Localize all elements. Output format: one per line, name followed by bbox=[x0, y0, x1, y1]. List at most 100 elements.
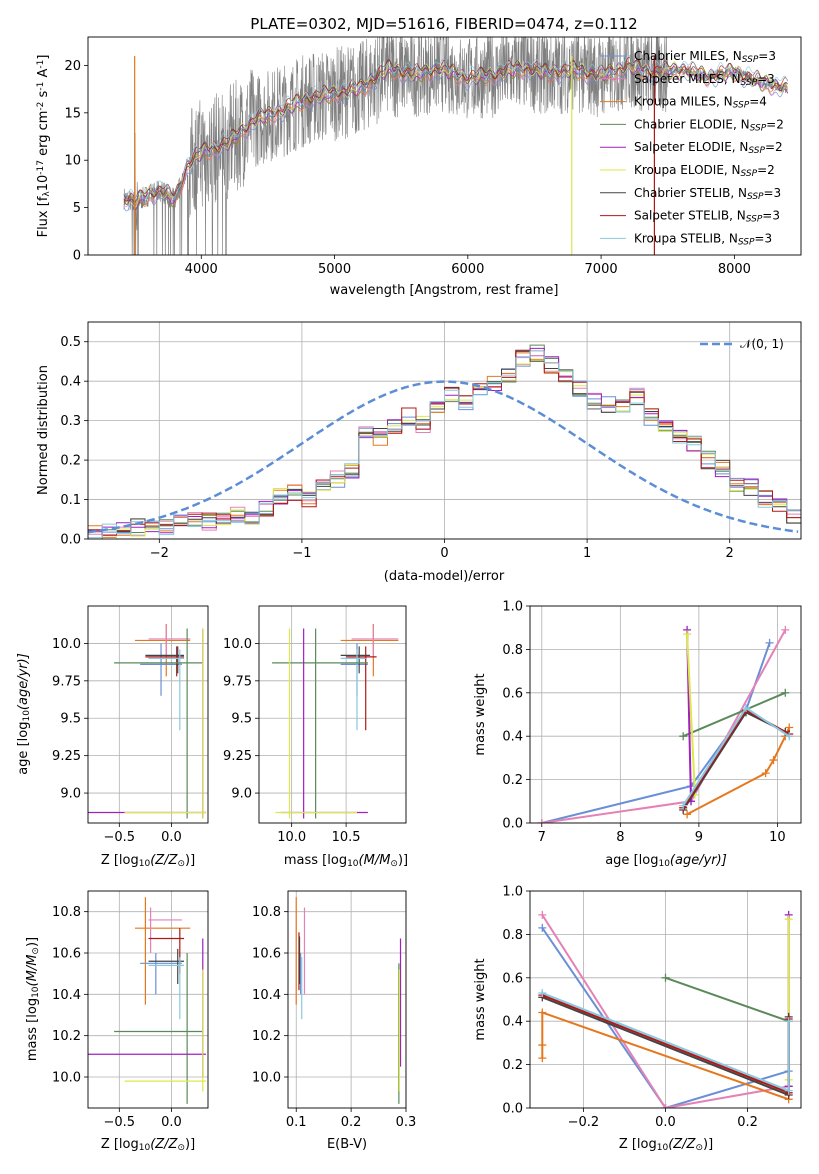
x-axis-label: Z [log10(Z/Z⊙)] bbox=[101, 853, 195, 869]
plot-area bbox=[530, 891, 801, 1108]
y-axis-label-part: 10 bbox=[31, 986, 41, 998]
y-tick-label: 0.6 bbox=[502, 971, 523, 986]
legend-entry-label: Chabrier MILES, NSSP=3 bbox=[634, 49, 776, 65]
legend-entry-label-part: Chabrier STELIB, N bbox=[634, 186, 747, 200]
x-axis-label-part: 10 bbox=[139, 859, 151, 869]
y-axis-label-part: ] bbox=[36, 55, 51, 60]
weight-marker bbox=[781, 688, 790, 697]
y-tick-label: 15 bbox=[64, 106, 81, 121]
weight-marker bbox=[538, 988, 547, 997]
x-tick-label: 5000 bbox=[318, 262, 351, 277]
model-fit-line bbox=[123, 54, 789, 200]
y-tick-label: 10.6 bbox=[252, 947, 281, 962]
x-tick-label: 0.1 bbox=[286, 1115, 307, 1130]
y-axis-label: age [log10(age/yr)] bbox=[16, 653, 32, 775]
y-tick-label: 20 bbox=[64, 59, 81, 74]
axes-frame bbox=[529, 890, 802, 1109]
legend-entry-label-part: =3 bbox=[754, 231, 772, 245]
legend-entry-label: Salpeter STELIB, NSSP=3 bbox=[634, 209, 780, 225]
y-tick-label: 9.0 bbox=[60, 787, 81, 802]
legend-entry-label-part: Salpeter MILES, N bbox=[634, 72, 741, 86]
y-tick-label: 10.0 bbox=[52, 637, 81, 652]
weight-marker bbox=[784, 1086, 793, 1095]
x-axis-label: age [log10(age/yr)] bbox=[605, 853, 727, 869]
legend-entry-label-part: Chabrier ELODIE, N bbox=[634, 117, 750, 131]
x-tick-label: 7000 bbox=[585, 262, 618, 277]
x-tick-label: 4000 bbox=[185, 262, 218, 277]
weight-marker bbox=[761, 769, 770, 778]
legend-entry-label: Chabrier STELIB, NSSP=3 bbox=[634, 186, 781, 202]
axes-residuals: −2 −1 0 1 2 0.0 0.1 0.2 0.3 0.4 0.5 (data-model)/er… bbox=[36, 321, 802, 584]
x-axis-label-part: )] bbox=[703, 1137, 713, 1152]
residual-histogram-step bbox=[88, 350, 801, 539]
y-axis-label: mass weight bbox=[473, 673, 488, 755]
model-fit-line bbox=[123, 61, 789, 208]
weight-marker bbox=[679, 732, 688, 741]
y-axis-label-part: -17 bbox=[36, 160, 46, 175]
x-axis-label-part: mass [log bbox=[284, 853, 347, 868]
x-axis-label-part: 10 bbox=[658, 859, 670, 869]
y-tick-label: 0.8 bbox=[502, 928, 523, 943]
x-axis-label: E(B-V) bbox=[327, 1137, 367, 1152]
x-axis-label-part: age [log bbox=[605, 853, 658, 868]
axes-frame bbox=[87, 321, 802, 540]
y-tick-label: 9.0 bbox=[231, 787, 252, 802]
y-tick-label: 0.2 bbox=[502, 1058, 523, 1073]
y-tick-label: 0.3 bbox=[60, 414, 81, 429]
weight-marker bbox=[661, 1104, 670, 1108]
legend-entry-label-part: Kroupa MILES, N bbox=[634, 95, 733, 109]
y-axis-label-part: ⊙ bbox=[31, 947, 41, 955]
legend-entry-label-part: =3 bbox=[762, 209, 780, 223]
weight-marker bbox=[683, 630, 692, 639]
y-axis-label-part: -2 bbox=[36, 102, 46, 111]
legend-entry-label-part: Kroupa STELIB, N bbox=[634, 231, 738, 245]
weight-marker bbox=[785, 732, 794, 741]
y-axis-label-part: age [log bbox=[16, 722, 31, 775]
x-axis-label-part: (Z/Z bbox=[150, 1137, 178, 1152]
weight-marker bbox=[661, 973, 670, 982]
legend-entry-label-part: =3 bbox=[764, 186, 782, 200]
x-axis-label-part: 10 bbox=[139, 1143, 151, 1153]
x-tick-label: 8000 bbox=[718, 262, 751, 277]
weight-marker bbox=[765, 638, 774, 647]
y-tick-label: 10.6 bbox=[52, 947, 81, 962]
x-axis-label: Z [log10(Z/Z⊙)] bbox=[619, 1137, 713, 1153]
legend-entry-label-part: =4 bbox=[749, 95, 767, 109]
y-tick-label: 0.4 bbox=[502, 730, 523, 745]
y-tick-label: 10.4 bbox=[252, 988, 281, 1003]
figure-title: PLATE=0302, MJD=51616, FIBERID=0474, z=0… bbox=[250, 15, 637, 33]
legend-entry-label-part: Salpeter STELIB, N bbox=[634, 209, 746, 223]
axes-frame bbox=[87, 36, 802, 256]
legend-entry-label-part: =3 bbox=[757, 72, 775, 86]
weight-marker bbox=[538, 1008, 547, 1017]
y-axis-label-part: (M/M bbox=[25, 955, 40, 987]
y-tick-label: 1.0 bbox=[502, 600, 523, 615]
legend-entry-label-part: SSP bbox=[733, 101, 750, 111]
x-axis-label-part: ⊙ bbox=[695, 1143, 703, 1153]
x-axis-label-part: 10 bbox=[347, 859, 359, 869]
weight-series-line bbox=[541, 1011, 790, 1101]
y-tick-label: 0.2 bbox=[60, 454, 81, 469]
y-tick-label: 0.6 bbox=[502, 686, 523, 701]
x-axis-label: Z [log10(Z/Z⊙)] bbox=[101, 1137, 195, 1153]
y-tick-label: 10 bbox=[64, 154, 81, 169]
x-tick-label: −0.5 bbox=[104, 1115, 136, 1130]
legend-entry-label-part: =2 bbox=[765, 140, 783, 154]
legend-entry-label-part: SSP bbox=[738, 238, 755, 248]
legend-entry-label-part: SSP bbox=[746, 215, 763, 225]
y-tick-label: 10.8 bbox=[52, 905, 81, 920]
axes-frame bbox=[87, 890, 209, 1109]
weight-series-line bbox=[541, 914, 789, 1108]
y-tick-label: 9.75 bbox=[223, 674, 252, 689]
legend-entry-label: 𝒩(0, 1) bbox=[740, 337, 784, 351]
weight-series-line bbox=[682, 691, 786, 738]
x-tick-label: −2 bbox=[150, 546, 169, 561]
legend-entry-label-part: SSP bbox=[747, 192, 764, 202]
axes-mass_vs_ebv: 0.1 0.2 0.3 10.0 10.2 10.4 10.6 10.8 E(B-V) bbox=[252, 890, 416, 1152]
axes-spectrum: 4000 5000 6000 7000 8000 0 5 10 15 20 wavelength [… bbox=[36, 36, 802, 298]
x-tick-label: 9 bbox=[695, 830, 703, 845]
y-tick-label: 0.0 bbox=[60, 533, 81, 548]
x-axis-label-part: )] bbox=[185, 853, 195, 868]
legend-entry-label-part: =3 bbox=[758, 49, 776, 63]
x-tick-label: 0 bbox=[440, 546, 448, 561]
